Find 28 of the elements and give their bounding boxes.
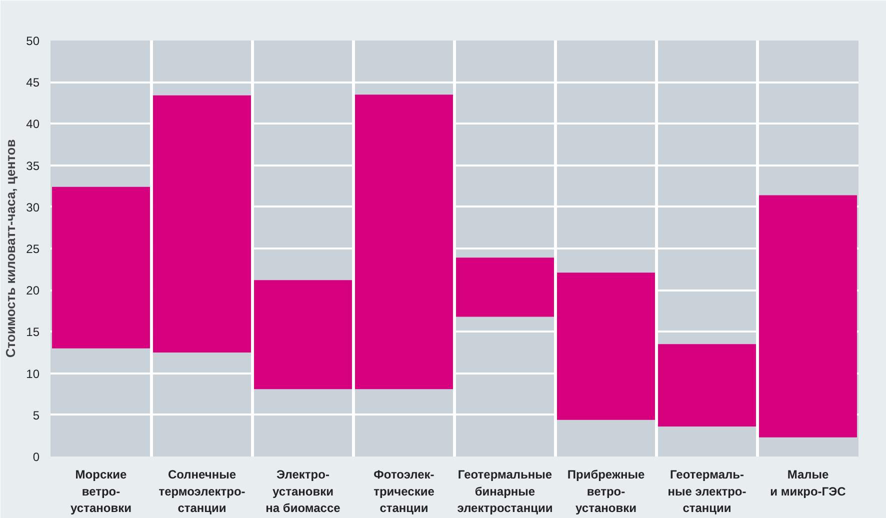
x-tick-label: Малые и микро-ГЭС	[770, 468, 846, 498]
bar	[557, 272, 655, 420]
bar	[355, 94, 453, 390]
x-tick-label: Электро- установки на биомассе	[266, 468, 341, 516]
y-tick-label: 10	[26, 366, 40, 381]
y-tick-label: 50	[26, 34, 40, 48]
x-tick-label: Солнечные термоэлектро- станции	[158, 468, 246, 516]
y-tick-label: 0	[32, 450, 40, 464]
y-tick-label: 30	[26, 200, 40, 214]
y-tick-label: 45	[26, 76, 40, 90]
y-axis-title: Стоимость киловатт-часа, центов	[3, 139, 18, 358]
x-tick-label: Прибрежные ветро- установки	[567, 468, 645, 516]
bar	[52, 186, 150, 348]
bar	[658, 344, 756, 427]
bar	[759, 195, 857, 438]
x-tick-label: Морские ветро- установки	[70, 468, 132, 516]
y-tick-label: 25	[26, 242, 40, 256]
x-tick-label: Геотермаль- ные электро- станции	[668, 468, 746, 516]
y-tick-label: 5	[32, 408, 40, 422]
y-tick-label: 15	[26, 325, 40, 340]
y-tick-label: 40	[26, 117, 40, 132]
y-tick-label: 35	[26, 158, 40, 173]
bar	[254, 280, 352, 390]
x-tick-label: Фотоэлек- трические станции	[374, 468, 435, 516]
bar	[153, 95, 251, 352]
y-tick-label: 20	[26, 284, 40, 298]
bar	[456, 258, 554, 317]
x-tick-label: Геотермальные бинарные электростанции	[457, 468, 553, 516]
